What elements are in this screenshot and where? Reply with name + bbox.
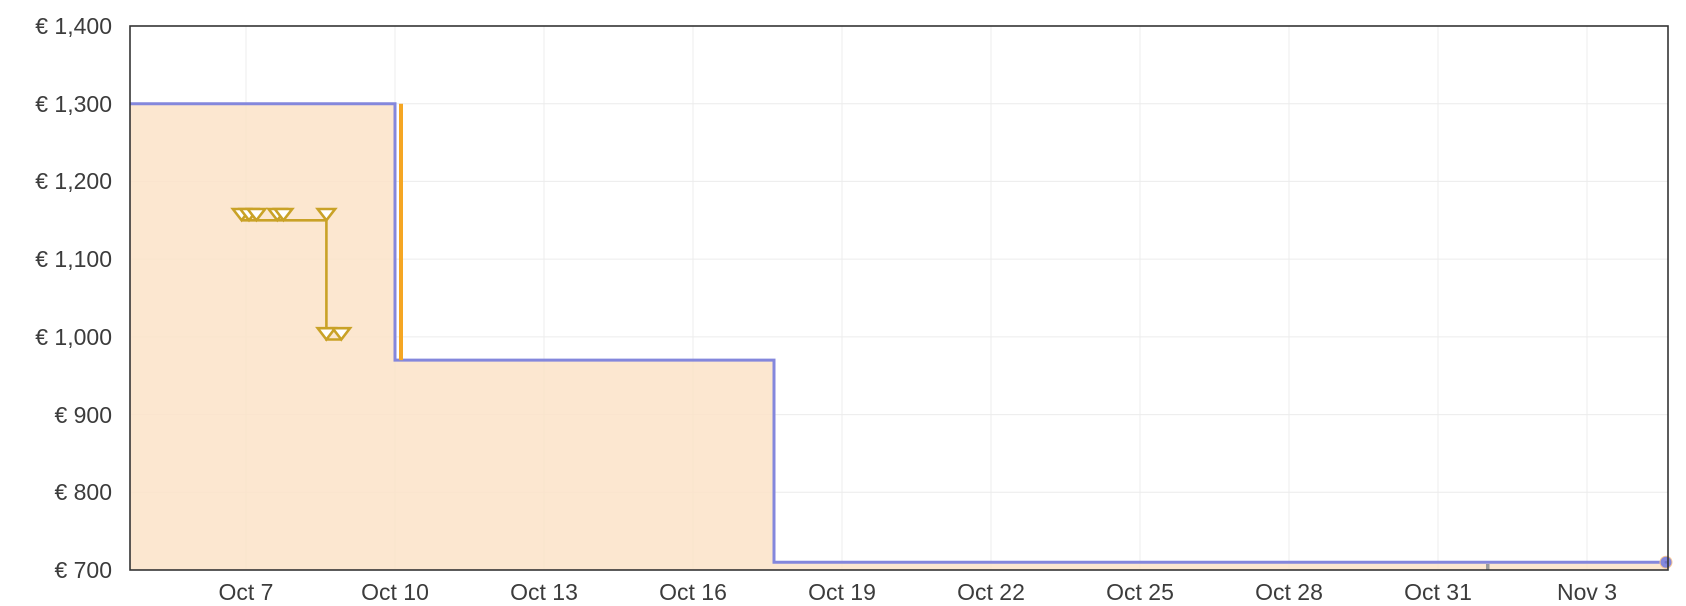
- svg-text:Oct 16: Oct 16: [659, 579, 727, 605]
- svg-text:€ 1,400: € 1,400: [35, 13, 112, 39]
- svg-text:Oct 13: Oct 13: [510, 579, 578, 605]
- svg-text:Oct 22: Oct 22: [957, 579, 1025, 605]
- svg-text:€ 800: € 800: [54, 479, 112, 505]
- svg-text:€ 1,300: € 1,300: [35, 91, 112, 117]
- svg-text:Oct 10: Oct 10: [361, 579, 429, 605]
- svg-text:€ 900: € 900: [54, 402, 112, 428]
- svg-text:€ 700: € 700: [54, 557, 112, 583]
- svg-text:Oct 25: Oct 25: [1106, 579, 1174, 605]
- svg-text:Nov 3: Nov 3: [1557, 579, 1617, 605]
- svg-text:€ 1,000: € 1,000: [35, 324, 112, 350]
- svg-text:Oct 7: Oct 7: [219, 579, 274, 605]
- svg-text:Oct 28: Oct 28: [1255, 579, 1323, 605]
- svg-text:Oct 19: Oct 19: [808, 579, 876, 605]
- svg-text:€ 1,200: € 1,200: [35, 168, 112, 194]
- svg-text:Oct 31: Oct 31: [1404, 579, 1472, 605]
- svg-text:€ 1,100: € 1,100: [35, 246, 112, 272]
